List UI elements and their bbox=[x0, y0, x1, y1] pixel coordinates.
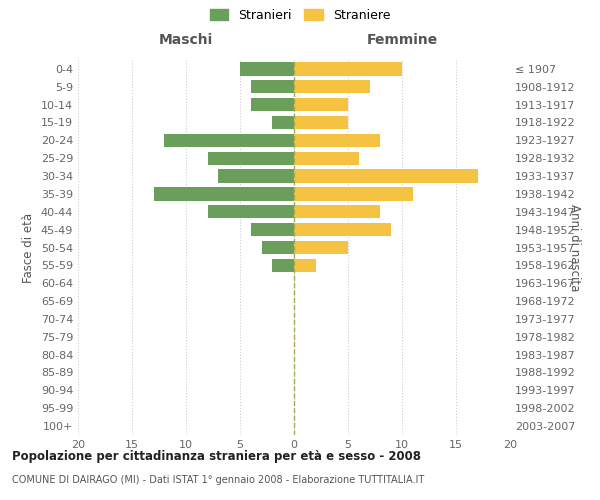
Bar bbox=[294, 205, 380, 218]
Bar bbox=[208, 152, 294, 165]
Text: COMUNE DI DAIRAGO (MI) - Dati ISTAT 1° gennaio 2008 - Elaborazione TUTTITALIA.IT: COMUNE DI DAIRAGO (MI) - Dati ISTAT 1° g… bbox=[12, 475, 424, 485]
Bar bbox=[272, 258, 294, 272]
Bar bbox=[294, 170, 478, 183]
Bar bbox=[294, 258, 316, 272]
Bar bbox=[294, 152, 359, 165]
Bar bbox=[294, 134, 380, 147]
Bar bbox=[251, 80, 294, 94]
Bar bbox=[218, 170, 294, 183]
Bar bbox=[251, 98, 294, 112]
Bar bbox=[294, 223, 391, 236]
Bar bbox=[251, 223, 294, 236]
Y-axis label: Anni di nascita: Anni di nascita bbox=[568, 204, 581, 291]
Bar bbox=[262, 241, 294, 254]
Text: Maschi: Maschi bbox=[159, 34, 213, 48]
Bar bbox=[294, 241, 348, 254]
Bar bbox=[294, 98, 348, 112]
Bar bbox=[154, 187, 294, 200]
Bar bbox=[294, 62, 402, 76]
Text: Popolazione per cittadinanza straniera per età e sesso - 2008: Popolazione per cittadinanza straniera p… bbox=[12, 450, 421, 463]
Bar bbox=[272, 116, 294, 129]
Bar bbox=[294, 187, 413, 200]
Y-axis label: Fasce di età: Fasce di età bbox=[22, 212, 35, 282]
Bar bbox=[164, 134, 294, 147]
Legend: Stranieri, Straniere: Stranieri, Straniere bbox=[207, 6, 393, 24]
Bar bbox=[294, 80, 370, 94]
Bar bbox=[208, 205, 294, 218]
Bar bbox=[240, 62, 294, 76]
Bar bbox=[294, 116, 348, 129]
Text: Femmine: Femmine bbox=[367, 34, 437, 48]
